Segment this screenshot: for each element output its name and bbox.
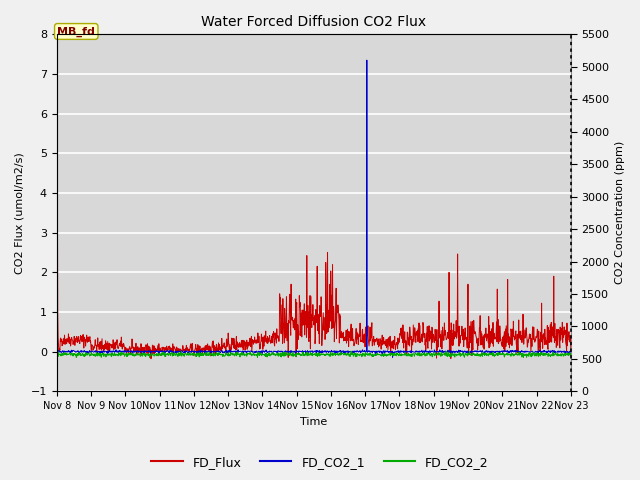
Y-axis label: CO2 Flux (umol/m2/s): CO2 Flux (umol/m2/s)	[15, 152, 25, 274]
X-axis label: Time: Time	[300, 417, 328, 427]
Line: FD_Flux: FD_Flux	[57, 35, 571, 359]
FD_CO2_1	[225, 349, 232, 355]
FD_Flux	[53, 32, 61, 37]
FD_CO2_1	[461, 349, 469, 355]
FD_Flux	[147, 356, 155, 361]
FD_CO2_1	[155, 348, 163, 354]
FD_Flux	[567, 349, 575, 355]
FD_CO2_2	[394, 350, 401, 356]
Y-axis label: CO2 Concentration (ppm): CO2 Concentration (ppm)	[615, 141, 625, 285]
FD_CO2_1	[567, 349, 575, 355]
FD_CO2_1	[53, 348, 61, 354]
FD_CO2_1	[167, 348, 175, 354]
FD_Flux	[461, 337, 468, 343]
Line: FD_CO2_2: FD_CO2_2	[57, 350, 571, 358]
FD_Flux	[394, 346, 401, 351]
Text: MB_fd: MB_fd	[58, 26, 95, 36]
FD_CO2_2	[567, 353, 575, 359]
Title: Water Forced Diffusion CO2 Flux: Water Forced Diffusion CO2 Flux	[201, 15, 426, 29]
Legend: FD_Flux, FD_CO2_1, FD_CO2_2: FD_Flux, FD_CO2_1, FD_CO2_2	[147, 451, 493, 474]
FD_CO2_2	[53, 351, 61, 357]
FD_CO2_1	[394, 348, 402, 354]
FD_Flux	[168, 347, 175, 353]
FD_CO2_2	[225, 353, 233, 359]
FD_CO2_2	[520, 355, 527, 360]
FD_CO2_2	[506, 351, 514, 357]
FD_Flux	[155, 341, 163, 347]
FD_CO2_2	[54, 348, 61, 353]
FD_CO2_2	[168, 350, 175, 356]
FD_CO2_1	[507, 348, 515, 354]
FD_CO2_2	[461, 352, 468, 358]
FD_Flux	[225, 343, 233, 348]
FD_CO2_2	[155, 350, 163, 356]
FD_CO2_1	[388, 354, 396, 360]
FD_Flux	[506, 341, 514, 347]
FD_CO2_1	[363, 57, 371, 63]
Line: FD_CO2_1: FD_CO2_1	[57, 60, 571, 357]
